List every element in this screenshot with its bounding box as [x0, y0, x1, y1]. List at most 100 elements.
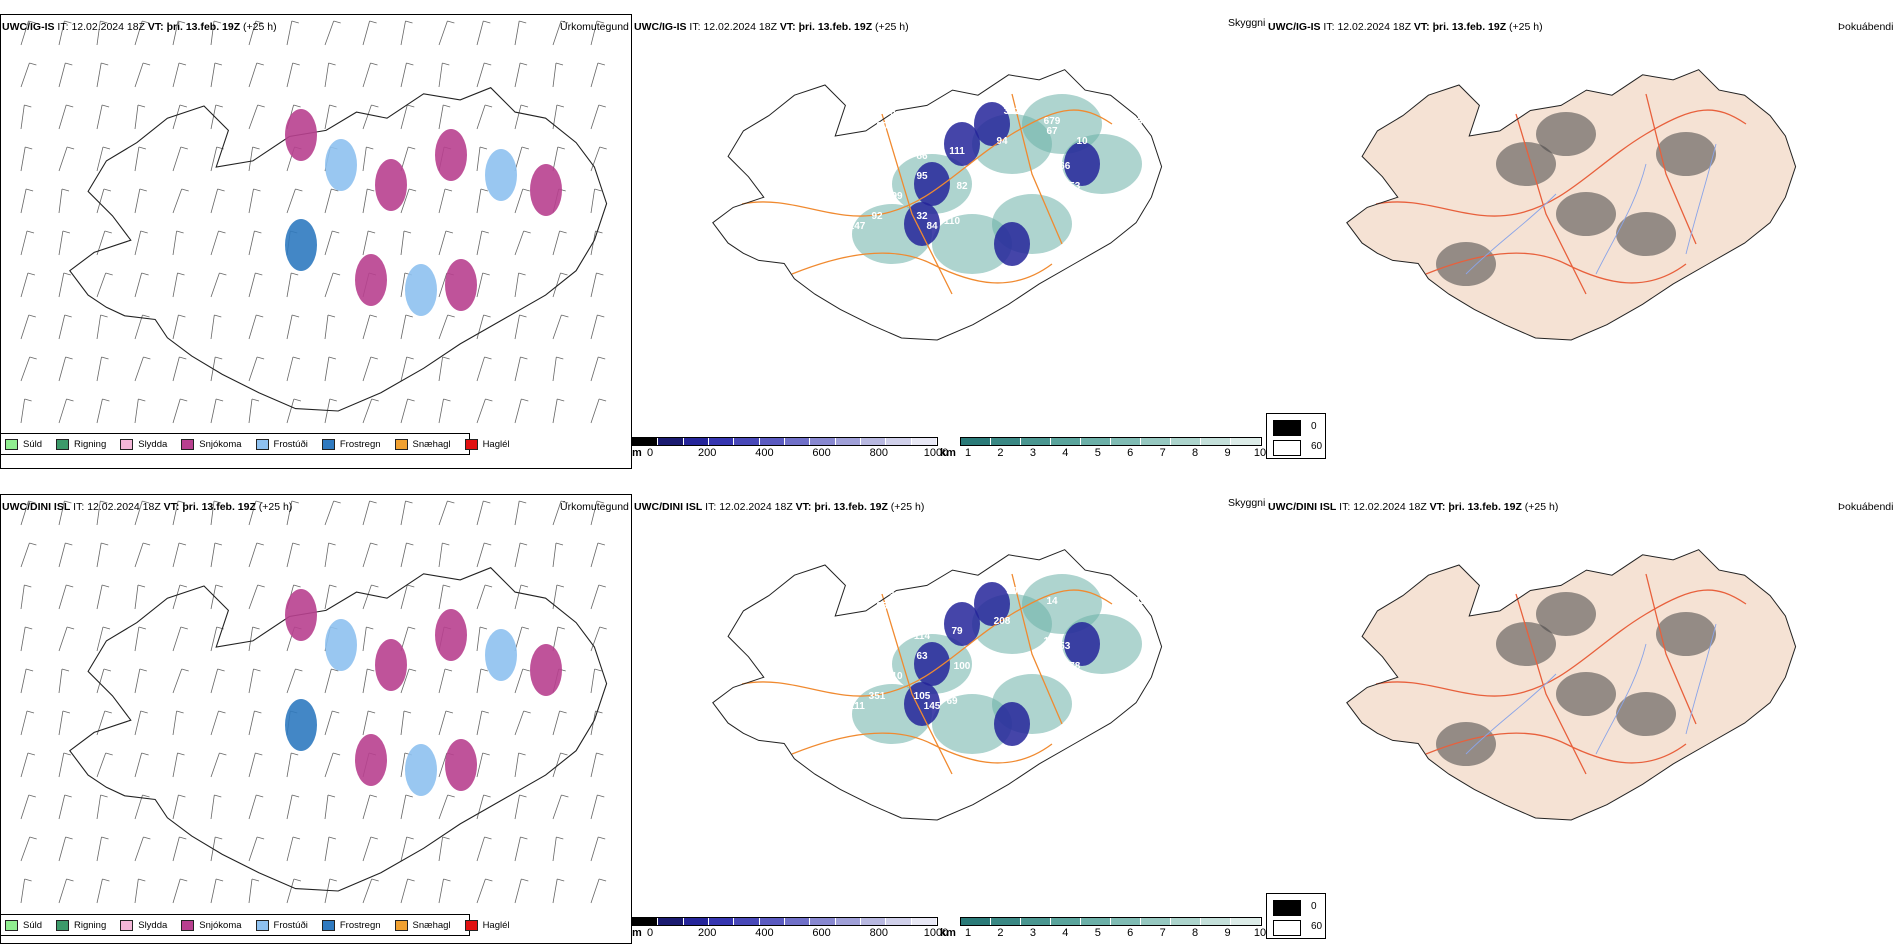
- wind-barb-flag: [179, 836, 187, 840]
- wind-barb: [20, 584, 25, 610]
- wind-barb-flag: [142, 500, 150, 504]
- wind-barb: [248, 794, 257, 820]
- wind-barb: [438, 188, 446, 214]
- wind-barb-flag: [257, 584, 265, 588]
- wind-barb: [134, 314, 143, 340]
- cloud-base-value-label: 312: [1004, 106, 1021, 117]
- wind-barb-flag: [24, 584, 32, 588]
- wind-barb: [248, 500, 257, 526]
- wind-barb-flag: [519, 20, 527, 24]
- wind-barb-flag: [594, 668, 602, 672]
- precip-legend-swatch: [255, 438, 269, 450]
- wind-barb-flag: [255, 500, 264, 504]
- wind-barb-flag: [178, 314, 186, 318]
- wind-barb-flag: [24, 398, 32, 402]
- colorbar-tick: 600: [812, 447, 831, 459]
- wind-barb-flag: [292, 62, 300, 66]
- wind-barb-flag: [560, 752, 568, 756]
- cloud-base-area: [994, 702, 1030, 746]
- precip-legend-label: Rigning: [74, 919, 107, 931]
- cloud-base-value-label: 378: [1064, 661, 1081, 672]
- precip-legend-item: Snæhagl: [394, 919, 451, 931]
- wind-barb-flag: [557, 626, 565, 630]
- wind-barb: [172, 398, 181, 424]
- wind-barb-flag: [28, 794, 36, 798]
- wind-barb: [58, 752, 65, 778]
- colorbar-tick: 5: [1094, 927, 1101, 939]
- wind-barb-flag: [484, 104, 493, 108]
- cloud-base-value-label: 114: [914, 631, 931, 642]
- wind-barb-flag: [366, 146, 374, 150]
- cloud-base-value-label: 10: [1076, 136, 1088, 147]
- cloud-base-value-label: 110: [944, 216, 961, 227]
- wind-barb: [438, 398, 444, 424]
- cloud-base-area: [974, 102, 1010, 146]
- wind-barb-flag: [599, 626, 607, 630]
- colorbar-strip: [960, 917, 1262, 926]
- wind-barb: [96, 314, 101, 340]
- fog-legend-label-60: 60: [1311, 441, 1323, 452]
- fog-area: [1436, 242, 1496, 286]
- wind-barb-flag: [254, 710, 262, 714]
- wind-barb-flag: [445, 710, 454, 714]
- wind-barb: [476, 668, 482, 694]
- precip-legend-item: Frostregn: [321, 438, 381, 450]
- wind-barb-flag: [329, 878, 337, 882]
- wind-barb: [552, 626, 559, 652]
- wind-barb: [362, 542, 371, 568]
- precip-area: [355, 254, 387, 306]
- wind-barb: [362, 710, 369, 736]
- wind-barb: [400, 356, 408, 382]
- wind-barb: [514, 584, 522, 610]
- fog-index-legend-row1: 0 60: [1266, 413, 1326, 459]
- precip-legend-item: Snjókoma: [181, 438, 242, 450]
- precip-legend-label: Rigning: [74, 438, 107, 450]
- wind-barb-flag: [556, 104, 565, 108]
- wind-barb-flag: [29, 62, 37, 66]
- wind-barb-flag: [177, 500, 186, 504]
- precip-legend-item: Súld: [5, 919, 42, 931]
- cloud-base-value-label: 63: [916, 651, 928, 662]
- cloud-base-value-label: 92: [871, 211, 883, 222]
- wind-barb: [476, 878, 486, 904]
- wind-barb: [172, 272, 178, 298]
- cloud-base-value-label: 33: [1086, 556, 1098, 567]
- wind-barb: [362, 878, 373, 904]
- wind-barb: [552, 752, 561, 778]
- wind-barb: [476, 542, 485, 568]
- wind-barb-flag: [328, 356, 337, 360]
- wind-barb: [58, 230, 64, 256]
- wind-barb-flag: [180, 626, 188, 630]
- wind-barb-flag: [443, 104, 451, 108]
- precip-legend-swatch: [321, 919, 335, 931]
- fog-legend-swatch-0: [1273, 420, 1301, 436]
- wind-barb: [58, 626, 68, 652]
- wind-barb-flag: [104, 230, 112, 234]
- wind-barb-flag: [292, 542, 300, 546]
- cloud-base-area: [944, 602, 980, 646]
- wind-barb: [248, 626, 253, 652]
- wind-barb-flag: [369, 794, 378, 798]
- wind-barb: [514, 752, 519, 778]
- wind-barb: [362, 836, 372, 862]
- wind-barb-flag: [327, 314, 336, 318]
- colorbar-step: [1021, 438, 1051, 445]
- wind-barb-flag: [408, 188, 417, 192]
- colorbar-step: [1231, 918, 1261, 925]
- wind-barb: [210, 878, 217, 904]
- wind-barb-flag: [329, 398, 337, 402]
- wind-barb: [58, 104, 67, 130]
- wind-barb-flag: [291, 20, 299, 24]
- wind-barb: [476, 314, 484, 340]
- wind-barb: [58, 146, 68, 172]
- wind-barb-flag: [598, 356, 606, 360]
- wind-barb-flag: [447, 500, 455, 504]
- cloud-base-value-label: 14: [1046, 596, 1058, 607]
- wind-barb-flag: [331, 188, 339, 192]
- cloud-base-value-label: 68: [1026, 571, 1038, 582]
- colorbar-tick: 6: [1127, 927, 1134, 939]
- precip-legend-swatch: [394, 438, 408, 450]
- wind-barb-flag: [596, 500, 605, 504]
- wind-barb-flag: [217, 188, 225, 192]
- wind-barb: [590, 62, 599, 88]
